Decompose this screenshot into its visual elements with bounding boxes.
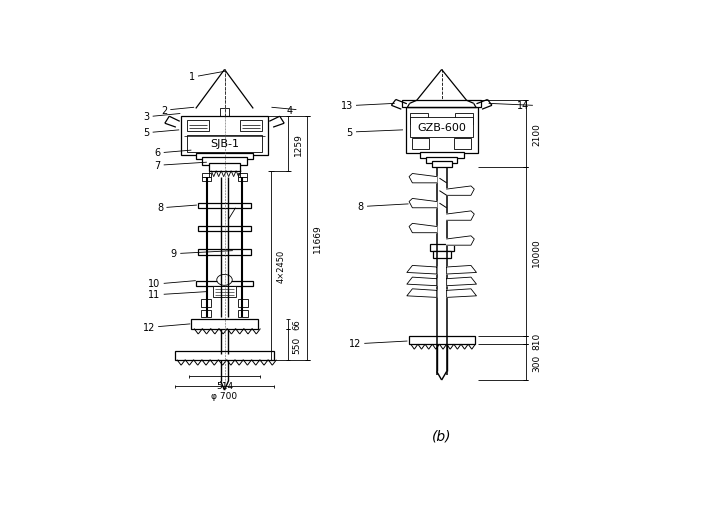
Text: 3: 3: [143, 112, 149, 122]
Bar: [196, 154, 253, 160]
Text: 1259: 1259: [294, 133, 302, 156]
Bar: [402, 101, 481, 108]
Text: 5: 5: [143, 128, 149, 138]
Bar: [198, 227, 251, 232]
Bar: [409, 337, 475, 344]
Bar: [196, 281, 253, 286]
Text: 12: 12: [143, 322, 155, 332]
Polygon shape: [446, 236, 474, 246]
Bar: [191, 319, 257, 329]
Text: SJB-1: SJB-1: [210, 139, 239, 149]
Text: 14: 14: [517, 101, 530, 111]
Bar: [220, 109, 229, 117]
Bar: [432, 162, 451, 168]
Text: 7: 7: [154, 161, 160, 171]
Text: 514: 514: [216, 381, 233, 390]
Bar: [175, 351, 275, 360]
Text: 10: 10: [148, 279, 160, 289]
Text: 5: 5: [347, 128, 353, 137]
Text: 12: 12: [349, 339, 361, 348]
Bar: [237, 178, 247, 182]
Bar: [240, 121, 262, 132]
Bar: [187, 121, 209, 132]
Polygon shape: [407, 278, 436, 286]
Bar: [406, 108, 478, 154]
Text: 8: 8: [358, 202, 364, 212]
Text: GZB-600: GZB-600: [417, 123, 466, 132]
Polygon shape: [409, 174, 436, 183]
Text: φ 700: φ 700: [212, 391, 237, 400]
Bar: [201, 299, 211, 308]
Polygon shape: [409, 199, 436, 209]
Text: 2: 2: [161, 106, 167, 115]
Text: 1: 1: [188, 72, 195, 82]
Bar: [456, 114, 473, 124]
Polygon shape: [446, 289, 476, 298]
Text: 66: 66: [292, 319, 302, 329]
Circle shape: [217, 275, 232, 286]
Bar: [202, 174, 211, 178]
Bar: [202, 158, 247, 166]
Text: 11669: 11669: [313, 224, 322, 253]
Text: 550: 550: [292, 336, 302, 353]
Text: 6: 6: [154, 148, 160, 158]
Bar: [410, 117, 473, 137]
Bar: [202, 178, 211, 182]
Bar: [198, 204, 251, 209]
Text: 810: 810: [533, 332, 541, 349]
Text: 8: 8: [157, 203, 163, 213]
Text: 4: 4: [287, 106, 293, 115]
Bar: [237, 299, 247, 308]
Bar: [454, 139, 471, 150]
Bar: [410, 114, 428, 124]
Polygon shape: [409, 224, 436, 233]
Text: (b): (b): [432, 428, 451, 442]
Polygon shape: [446, 278, 476, 286]
Polygon shape: [407, 266, 436, 274]
Bar: [433, 251, 451, 258]
Bar: [237, 310, 247, 317]
Text: 2100: 2100: [533, 123, 541, 146]
Text: 13: 13: [340, 101, 353, 111]
Polygon shape: [446, 186, 474, 196]
Text: 300: 300: [533, 354, 541, 371]
Bar: [198, 250, 251, 255]
Bar: [187, 135, 262, 153]
Bar: [426, 158, 457, 163]
Bar: [419, 153, 463, 159]
Text: 10000: 10000: [533, 238, 541, 267]
Bar: [209, 164, 240, 171]
Bar: [213, 286, 235, 298]
Text: 11: 11: [148, 290, 160, 299]
Bar: [237, 174, 247, 178]
Polygon shape: [407, 289, 436, 298]
Bar: [181, 117, 267, 156]
Polygon shape: [446, 212, 474, 221]
Text: 4×2450: 4×2450: [277, 249, 286, 282]
Bar: [429, 245, 454, 252]
Bar: [201, 310, 211, 317]
Polygon shape: [446, 266, 476, 274]
Text: 9: 9: [171, 249, 177, 259]
Bar: [412, 139, 429, 150]
